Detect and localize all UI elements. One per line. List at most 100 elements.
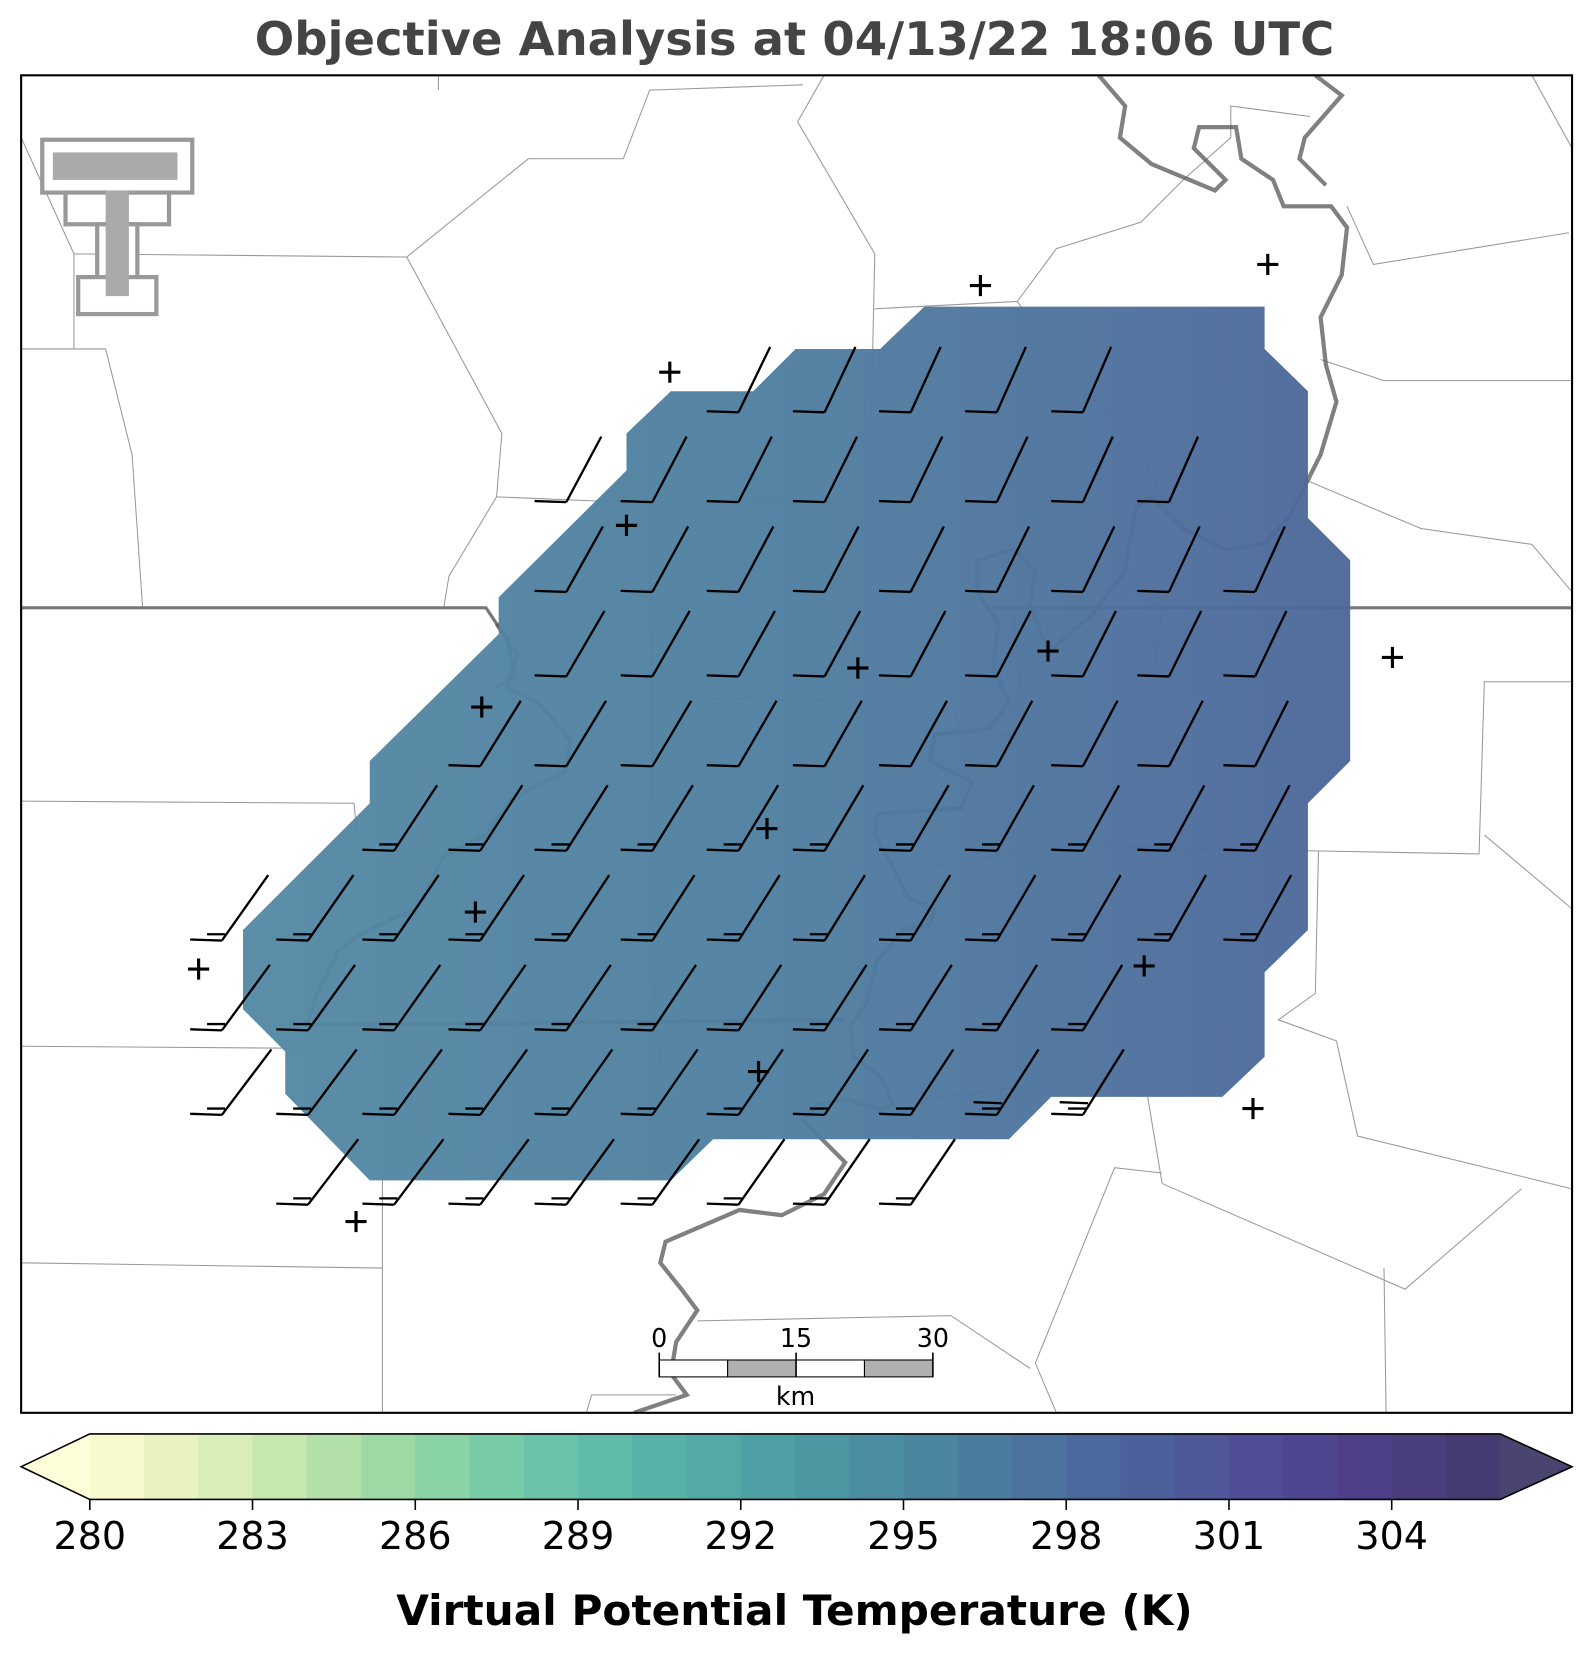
county-line (1320, 359, 1573, 382)
map (21, 75, 1573, 1413)
colorbar-segment (1391, 1433, 1447, 1500)
station (188, 958, 210, 980)
colorbar-segment (89, 1433, 145, 1500)
wind-barb (534, 784, 609, 852)
colorbar-tick-label: 286 (379, 1514, 452, 1558)
wind-barb (1051, 700, 1119, 768)
scale-segment (863, 1359, 934, 1378)
colorbar-tick-label: 289 (542, 1514, 615, 1558)
wind-barb (706, 436, 773, 504)
wind-barb (620, 784, 694, 852)
county-line (443, 496, 497, 608)
colorbar-segment (523, 1433, 579, 1500)
wind-barb (362, 1138, 445, 1206)
wind-barb (792, 784, 865, 852)
colorbar-segment (1120, 1433, 1176, 1500)
wind-barb (362, 1048, 443, 1117)
scale-segment (727, 1359, 797, 1378)
wind-barb (706, 610, 776, 678)
wind-barb (1051, 1048, 1125, 1117)
station (747, 1061, 770, 1083)
county-line (697, 1315, 1031, 1369)
colorbar-segment (1337, 1433, 1393, 1500)
scale-segment (795, 1359, 865, 1378)
station (1381, 646, 1404, 668)
wind-barb (190, 964, 271, 1032)
river (1297, 75, 1345, 187)
wind-barb (792, 700, 863, 768)
wind-barb (448, 784, 524, 852)
colorbar-segment (361, 1433, 416, 1500)
wind-barb (965, 525, 1031, 594)
county-line (1484, 834, 1573, 910)
title: Objective Analysis at 04/13/22 18:06 UTC (255, 12, 1334, 66)
stations (188, 253, 1404, 1233)
wind-barb (534, 1138, 615, 1206)
wind-barb (965, 1048, 1040, 1117)
wind-barb (362, 964, 442, 1032)
wind-barb (706, 700, 778, 768)
wind-barb (792, 874, 866, 942)
county-line (1383, 1268, 1387, 1413)
colorbar-extend-high (1500, 1433, 1573, 1500)
wind-barb (878, 525, 945, 594)
station (615, 514, 638, 536)
wind-barb (965, 610, 1032, 678)
station (1133, 955, 1155, 977)
colorbar-label: Virtual Potential Temperature (K) (396, 1586, 1193, 1635)
wind-barb (448, 1048, 529, 1117)
colorbar-extend-low (21, 1433, 90, 1500)
county-line (1531, 75, 1573, 149)
colorbar-segment (1445, 1433, 1501, 1500)
colorbar-segment (1011, 1433, 1067, 1500)
wind-barb (620, 964, 698, 1032)
colorbar-segment (740, 1433, 796, 1500)
scale-bar: km 0 15 30 (651, 1323, 949, 1411)
scale-tick-label: 30 (917, 1323, 949, 1353)
wind-barb (792, 525, 860, 594)
station (756, 818, 778, 840)
colorbar-tick-label: 292 (704, 1514, 777, 1558)
station (1242, 1097, 1264, 1120)
colorbar-segment (849, 1433, 905, 1500)
colorbar-segment (903, 1433, 959, 1500)
wind-barb (792, 610, 862, 678)
wind-barb (965, 346, 1027, 414)
logo-part (52, 152, 178, 180)
wind-barb (965, 874, 1037, 942)
wind-barb (276, 1048, 358, 1117)
colorbar-tick-label: 298 (1030, 1514, 1103, 1558)
wind-barb (620, 436, 688, 504)
wind-barb (448, 700, 522, 768)
wind-barb (706, 964, 783, 1032)
wind-barb (1223, 874, 1293, 942)
scale-segment (658, 1359, 729, 1378)
station (969, 274, 991, 297)
wind-barb (792, 964, 868, 1032)
county-line (1034, 1167, 1163, 1413)
station (471, 696, 493, 718)
station (659, 361, 681, 383)
wind-barb (1137, 784, 1206, 852)
colorbar: Virtual Potential Temperature (K) 280 283… (19, 1433, 1574, 1635)
wind-barb (362, 784, 439, 852)
station (464, 901, 486, 923)
wind-barb (534, 525, 604, 594)
wind-barb (1223, 525, 1286, 594)
wind-barb (620, 610, 691, 678)
county-line (73, 84, 803, 258)
colorbar-segment (578, 1433, 633, 1500)
station (847, 657, 869, 679)
wind-barb (878, 1048, 955, 1117)
colorbar-segment (632, 1433, 688, 1500)
wind-barb (878, 874, 952, 942)
wind-barb (878, 964, 953, 1032)
wind-barb (448, 964, 527, 1032)
station (1037, 640, 1059, 662)
county-line (73, 348, 144, 608)
wind-barb (1137, 610, 1203, 678)
wind-barb (965, 700, 1034, 768)
wind-barb (878, 1138, 956, 1206)
